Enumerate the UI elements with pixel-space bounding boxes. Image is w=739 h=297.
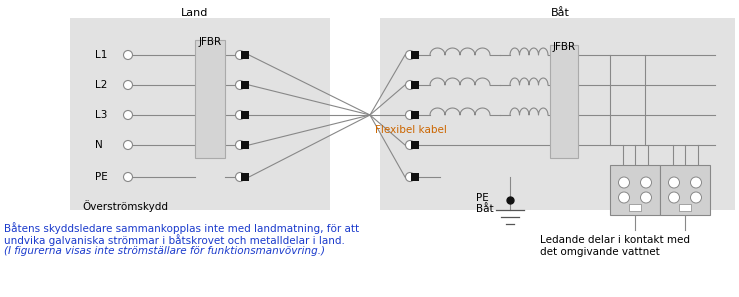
Circle shape bbox=[619, 177, 630, 188]
Bar bbox=[411, 81, 419, 89]
Circle shape bbox=[406, 110, 415, 119]
Circle shape bbox=[619, 192, 630, 203]
Bar bbox=[241, 81, 249, 89]
Circle shape bbox=[236, 80, 245, 89]
Text: L1: L1 bbox=[95, 50, 107, 60]
Text: N: N bbox=[95, 140, 103, 150]
Text: L3: L3 bbox=[95, 110, 107, 120]
Text: L2: L2 bbox=[95, 80, 107, 90]
Bar bbox=[550, 45, 578, 158]
Circle shape bbox=[669, 177, 679, 188]
Circle shape bbox=[123, 110, 132, 119]
Circle shape bbox=[406, 80, 415, 89]
Bar bbox=[629, 204, 641, 211]
Text: PE: PE bbox=[95, 172, 108, 182]
Circle shape bbox=[123, 80, 132, 89]
Bar bbox=[195, 40, 225, 158]
Text: (I figurerna visas inte strömställare för funktionsmanvövring.): (I figurerna visas inte strömställare fö… bbox=[4, 246, 325, 256]
Text: Flexibel kabel: Flexibel kabel bbox=[375, 125, 447, 135]
Text: undvika galvaniska strömmar i båtskrovet och metalldelar i land.: undvika galvaniska strömmar i båtskrovet… bbox=[4, 234, 345, 246]
Circle shape bbox=[406, 173, 415, 181]
Bar bbox=[411, 111, 419, 119]
Text: Ledande delar i kontakt med
det omgivande vattnet: Ledande delar i kontakt med det omgivand… bbox=[540, 235, 690, 257]
Bar bbox=[660, 165, 710, 215]
Circle shape bbox=[669, 192, 679, 203]
Bar bbox=[679, 204, 691, 211]
Circle shape bbox=[236, 110, 245, 119]
Circle shape bbox=[406, 50, 415, 59]
Text: Båtens skyddsledare sammankopplas inte med landmatning, för att: Båtens skyddsledare sammankopplas inte m… bbox=[4, 222, 359, 234]
Bar bbox=[241, 173, 249, 181]
Circle shape bbox=[236, 173, 245, 181]
Text: JFBR: JFBR bbox=[553, 42, 576, 52]
Circle shape bbox=[641, 177, 652, 188]
Circle shape bbox=[690, 192, 701, 203]
Bar bbox=[241, 51, 249, 59]
Text: PE: PE bbox=[476, 193, 488, 203]
Text: Båt: Båt bbox=[551, 8, 570, 18]
Text: Överströmskydd: Överströmskydd bbox=[82, 200, 168, 212]
Circle shape bbox=[123, 173, 132, 181]
Bar bbox=[411, 51, 419, 59]
Bar bbox=[380, 18, 735, 210]
Circle shape bbox=[123, 140, 132, 149]
Circle shape bbox=[123, 50, 132, 59]
Text: Båt: Båt bbox=[476, 204, 494, 214]
Bar bbox=[411, 141, 419, 149]
Text: JFBR: JFBR bbox=[199, 37, 222, 47]
Bar bbox=[241, 141, 249, 149]
Circle shape bbox=[236, 140, 245, 149]
Circle shape bbox=[641, 192, 652, 203]
Circle shape bbox=[406, 140, 415, 149]
Bar bbox=[70, 18, 330, 210]
Text: Land: Land bbox=[181, 8, 208, 18]
Bar bbox=[411, 173, 419, 181]
Circle shape bbox=[690, 177, 701, 188]
Circle shape bbox=[236, 50, 245, 59]
Bar bbox=[610, 165, 660, 215]
Bar bbox=[241, 111, 249, 119]
